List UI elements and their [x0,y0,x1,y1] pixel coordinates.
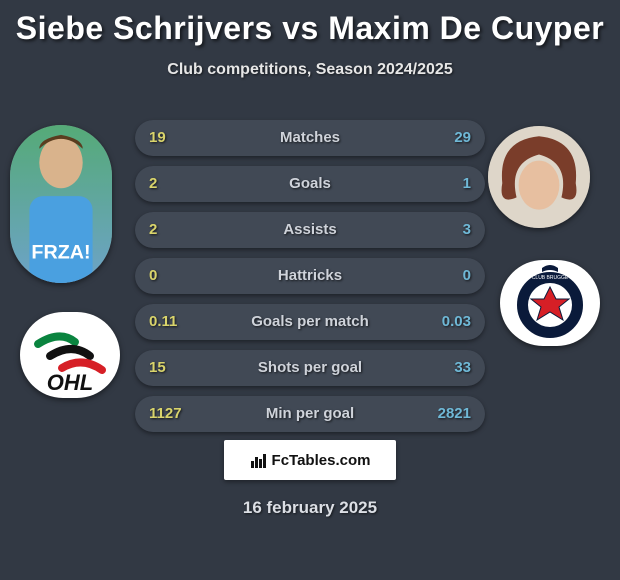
date-text: 16 february 2025 [0,498,620,518]
stat-value-right: 1 [463,166,471,202]
stat-value-right: 29 [454,120,471,156]
stat-value-right: 0.03 [442,304,471,340]
stat-row: 1127 Min per goal 2821 [135,396,485,432]
stat-label: Goals per match [135,304,485,340]
player-left-club-badge: OHL [20,312,120,398]
stat-value-right: 33 [454,350,471,386]
brand-logo: FcTables.com [224,440,396,480]
player-left-avatar: FRZA! [10,125,112,283]
stat-row: 2 Assists 3 [135,212,485,248]
stat-row: 19 Matches 29 [135,120,485,156]
stat-label: Assists [135,212,485,248]
stat-row: 15 Shots per goal 33 [135,350,485,386]
stat-label: Goals [135,166,485,202]
chart-icon [250,451,268,469]
player-right-avatar [488,126,590,228]
stat-row: 2 Goals 1 [135,166,485,202]
player-right-club-badge: CLUB BRUGGE [500,260,600,346]
stat-label: Min per goal [135,396,485,432]
stat-row: 0.11 Goals per match 0.03 [135,304,485,340]
svg-text:CLUB BRUGGE: CLUB BRUGGE [532,275,569,281]
stat-row: 0 Hattricks 0 [135,258,485,294]
stat-label: Matches [135,120,485,156]
stat-value-right: 0 [463,258,471,294]
stat-value-right: 3 [463,212,471,248]
stats-container: 19 Matches 29 2 Goals 1 2 Assists 3 0 Ha… [135,120,485,442]
stat-label: Hattricks [135,258,485,294]
svg-text:OHL: OHL [47,370,93,395]
stat-value-right: 2821 [438,396,471,432]
subtitle: Club competitions, Season 2024/2025 [0,61,620,79]
svg-text:FRZA!: FRZA! [31,241,90,263]
stat-label: Shots per goal [135,350,485,386]
brand-text: FcTables.com [272,452,371,469]
page-title: Siebe Schrijvers vs Maxim De Cuyper [0,0,620,47]
